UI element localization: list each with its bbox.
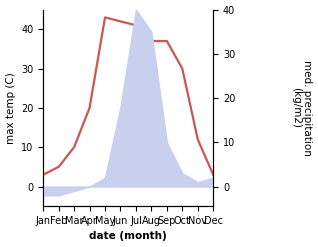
Y-axis label: med. precipitation
(kg/m2): med. precipitation (kg/m2) [291,60,313,156]
Y-axis label: max temp (C): max temp (C) [5,72,16,144]
X-axis label: date (month): date (month) [89,231,167,242]
